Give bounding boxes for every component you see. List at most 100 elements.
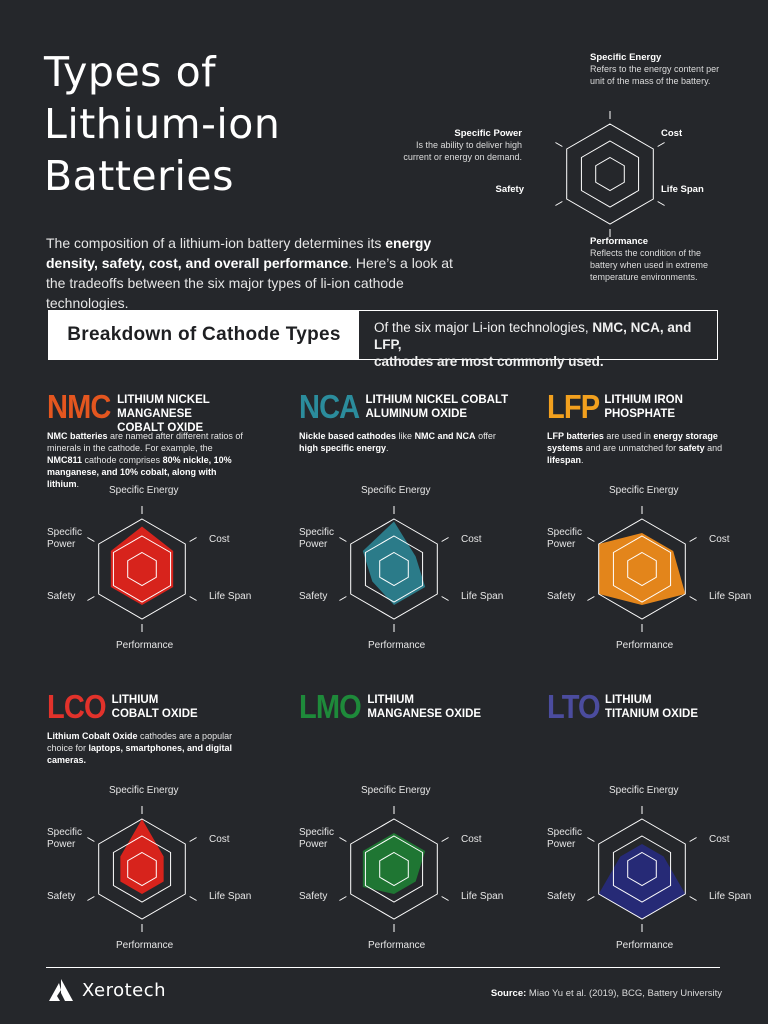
title-line-1: Types of: [44, 48, 217, 96]
chemistry-code: LFP: [547, 388, 600, 425]
axis-label-specific-power-line-2: Power: [547, 539, 576, 550]
description-segment: Lithium Cobalt Oxide: [47, 731, 138, 741]
radar-tick-safety: [87, 896, 95, 901]
axis-label-safety: Safety: [299, 891, 328, 902]
chemistry-name: Lithium Iron Phosphate: [604, 390, 754, 421]
axis-label-cost: Cost: [461, 834, 482, 845]
axis-label-specific-energy: Specific Energy: [109, 785, 179, 796]
description-segment: high specific energy: [299, 443, 387, 453]
radar-tick-cost: [441, 837, 449, 842]
axis-label-specific-power: Specific Power: [547, 827, 582, 851]
axis-label-specific-energy: Specific Energy: [361, 785, 431, 796]
radar-tick-specific_power: [339, 537, 347, 542]
axis-label-performance: Performance: [616, 640, 674, 651]
axis-label-performance: Performance: [368, 940, 426, 951]
axis-label-specific-energy: Specific Energy: [609, 485, 679, 496]
radar-ring-1: [98, 518, 186, 620]
description-segment: NMC batteries: [47, 431, 108, 441]
description-segment: are used in: [603, 431, 654, 441]
radar-chart-lco: [87, 806, 197, 932]
legend-specific-power: Specific Power Is the ability to deliver…: [396, 128, 522, 163]
description-segment: lifespan: [547, 455, 582, 465]
radar-ring-2: [580, 140, 640, 208]
axis-label-specific-power-line-1: Specific: [47, 827, 83, 838]
description-segment: energy storage systems: [547, 431, 718, 453]
source-label: Source:: [490, 988, 527, 999]
radar-tick-life_span: [189, 896, 197, 901]
radar-tick-specific_power: [87, 537, 95, 542]
radar-tick-life_span: [689, 596, 697, 601]
axis-label-life-span: Life Span: [709, 591, 752, 602]
radar-tick-specific_power: [555, 142, 563, 147]
radar-value-area: [120, 819, 164, 894]
axis-label-specific-power: Specific Power: [47, 827, 82, 851]
axis-label-performance: Performance: [616, 940, 674, 951]
axis-label-cost: Cost: [461, 534, 482, 545]
chemistry-name-line-2: Titanium Oxide: [604, 708, 699, 720]
radar-ring-3: [127, 551, 157, 587]
footer-divider: [46, 967, 720, 968]
legend-life-span-label: Life Span: [661, 184, 704, 195]
radar-ring-2: [112, 835, 172, 903]
legend-specific-energy: Specific Energy Refers to the energy con…: [590, 52, 730, 87]
radar-ring-3: [127, 851, 157, 887]
description-segment: offer: [475, 431, 496, 441]
chemistry-name: Lithium Manganese Oxide: [367, 690, 517, 721]
title-line-2: Lithium-ion: [44, 100, 281, 148]
axis-label-specific-power: Specific Power: [299, 827, 334, 851]
chemistry-header: LTO Lithium Titanium Oxide: [547, 690, 755, 724]
intro-text-1: The composition of a lithium-ion battery…: [46, 235, 386, 251]
axis-label-specific-power-line-2: Power: [299, 839, 328, 850]
axis-label-cost: Cost: [709, 534, 730, 545]
radar-value-area: [598, 533, 686, 605]
radar-ring-2: [612, 535, 672, 603]
radar-value-area: [362, 521, 426, 605]
description-segment: and: [704, 443, 723, 453]
radar-tick-life_span: [189, 596, 197, 601]
radar-tick-safety: [587, 596, 595, 601]
legend-specific-power-desc: Is the ability to deliver high current o…: [403, 140, 522, 162]
radar-tick-cost: [657, 142, 665, 147]
axis-label-performance: Performance: [116, 640, 174, 651]
axis-label-specific-power-line-1: Specific: [547, 827, 583, 838]
axis-label-specific-power-line-2: Power: [299, 539, 328, 550]
chemistry-name: Lithium Nickel Manganese Cobalt Oxide: [117, 390, 267, 435]
source-text: Miao Yu et al. (2019), BCG, Battery Univ…: [526, 988, 722, 999]
radar-value-area: [598, 844, 686, 919]
description-segment: cathodes are a popular choice for: [47, 731, 233, 753]
chemistry-name-line-2: Manganese Oxide: [367, 708, 482, 720]
radar-tick-cost: [441, 537, 449, 542]
chemistry-card-lco: LCO Lithium Cobalt Oxide Lithium Cobalt Oxi…: [47, 690, 287, 980]
legend-specific-energy-label: Specific Energy: [590, 52, 662, 63]
axis-label-specific-power: Specific Power: [299, 527, 334, 551]
chemistry-name: Lithium Titanium Oxide: [605, 690, 755, 721]
axis-label-specific-power-line-1: Specific: [299, 527, 335, 538]
chemistry-description: Nickle based cathodes like NMC and NCA o…: [299, 430, 499, 454]
radar-ring-1: [350, 818, 438, 920]
chemistry-header: LMO Lithium Manganese Oxide: [299, 690, 517, 724]
chemistry-name-line-1: Lithium: [111, 694, 159, 706]
radar-tick-safety: [339, 896, 347, 901]
radar-tick-cost: [189, 837, 197, 842]
radar-tick-safety: [555, 201, 563, 206]
radar-tick-cost: [689, 837, 697, 842]
chemistry-name-line-1: Lithium Nickel Manganese: [117, 394, 210, 420]
chemistry-card-lto: LTO Lithium Titanium Oxide Specific Energy C…: [547, 690, 768, 980]
radar-ring-2: [612, 835, 672, 903]
chemistry-description: NMC batteries are named after different …: [47, 430, 247, 490]
chemistry-name: Lithium Nickel Cobalt Aluminum Oxide: [366, 390, 516, 421]
breakdown-band: Breakdown of Cathode Types Of the six ma…: [48, 310, 718, 369]
radar-ring-3: [379, 551, 409, 587]
radar-ring-1: [566, 123, 654, 225]
breakdown-note-comma: ,: [397, 337, 402, 352]
radar-ring-1: [598, 818, 686, 920]
brand-logo: Xerotech: [48, 978, 166, 1002]
legend-performance: Performance Reflects the condition of th…: [590, 236, 730, 283]
radar-chart-nmc: [87, 506, 197, 632]
axis-label-performance: Performance: [116, 940, 174, 951]
description-segment: safety: [678, 443, 705, 453]
axis-label-safety: Safety: [547, 591, 576, 602]
chemistry-code: NCA: [299, 388, 360, 425]
chemistry-card-lfp: LFP Lithium Iron Phosphate LFP batteries ar…: [547, 390, 768, 680]
legend-specific-energy-desc: Refers to the energy content per unit of…: [590, 64, 720, 86]
